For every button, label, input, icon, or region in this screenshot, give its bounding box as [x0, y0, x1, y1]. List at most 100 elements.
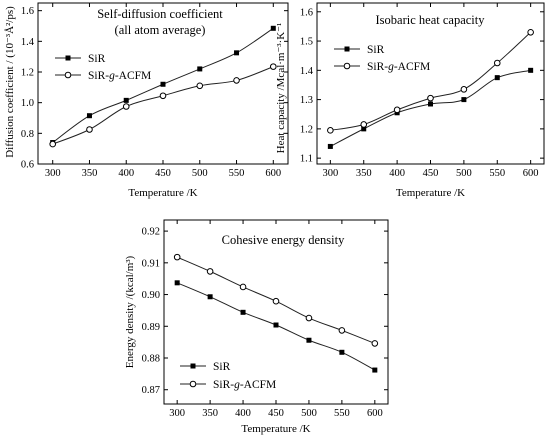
- legend-marker: [65, 55, 71, 61]
- data-point: [327, 143, 333, 149]
- x-tick-label: 350: [202, 408, 218, 419]
- y-tick-label: 1.6: [21, 6, 34, 17]
- data-point: [371, 340, 379, 347]
- y-tick-label: 0.87: [142, 385, 160, 396]
- data-point: [86, 113, 92, 119]
- data-point: [338, 327, 346, 334]
- legend-entry: SiR-g-ACFM: [334, 61, 430, 73]
- y-tick-label: 0.6: [21, 160, 34, 171]
- legend-entry: SiR: [180, 361, 231, 373]
- legend-marker: [343, 62, 351, 70]
- chart-panel-1: 300 350 400 450 500 550 600 0.6 0.8 1.0 1.2 1.4 1.6 T…: [4, 2, 289, 199]
- y-tick-label: 1.4: [21, 37, 35, 48]
- data-point: [233, 77, 240, 84]
- data-point: [122, 103, 130, 110]
- y-axis-title: Diffusion coefficient / (10⁻³Å²/ps): [4, 6, 16, 158]
- legend-label: SiR: [88, 53, 106, 65]
- y-axis-title: Heat capacity /Mcal·m⁻³·K⁻¹: [275, 23, 287, 154]
- x-tick-label: 300: [322, 168, 338, 179]
- data-point: [372, 367, 378, 373]
- data-point: [197, 66, 203, 72]
- data-point: [306, 337, 312, 343]
- data-point: [160, 81, 166, 87]
- x-tick-label: 500: [456, 168, 472, 179]
- x-axis-title: Temperature /K: [241, 423, 310, 435]
- series-SiR-g-ACFM: [49, 63, 277, 148]
- chart-title: Isobaric heat capacity: [376, 13, 486, 27]
- x-tick-label: 300: [169, 408, 185, 419]
- legend-text-part: SiR-: [88, 70, 109, 82]
- legend-text-part: -ACFM: [394, 61, 430, 73]
- legend-text-part: -ACFM: [115, 70, 151, 82]
- data-point: [173, 253, 181, 261]
- data-point: [207, 294, 213, 300]
- x-tick-label: 550: [229, 168, 245, 179]
- legend-entry: SiR-g-ACFM: [180, 379, 276, 391]
- data-point: [174, 280, 180, 286]
- x-axis-title: Temperature /K: [128, 187, 197, 199]
- legend-text-part: SiR-: [367, 61, 388, 73]
- x-tick-label: 550: [489, 168, 505, 179]
- legend-label: SiR: [213, 361, 231, 373]
- data-point: [428, 101, 433, 107]
- data-point: [528, 67, 534, 73]
- legend-label: SiR-g-ACFM: [88, 70, 151, 82]
- y-tick-label: 0.8: [21, 129, 34, 140]
- x-tick-label: 500: [301, 408, 317, 419]
- series-line: [52, 66, 274, 145]
- data-point: [269, 63, 277, 70]
- data-point: [361, 126, 367, 132]
- series-line: [330, 31, 531, 131]
- data-point: [86, 126, 93, 133]
- legend-marker: [344, 46, 350, 52]
- y-axis-title: Energy density /(kcal/m³): [124, 255, 136, 368]
- legend-marker: [189, 380, 197, 388]
- y-tick-label: 0.88: [142, 354, 160, 365]
- data-point: [305, 314, 313, 322]
- y-tick-label: 1.0: [21, 98, 34, 109]
- legend-entry: SiR: [55, 53, 106, 65]
- chart-title: Cohesive energy density: [222, 233, 345, 247]
- series-line: [330, 69, 531, 147]
- data-point: [494, 75, 500, 81]
- legend-text-part: -ACFM: [240, 379, 276, 391]
- legend-text-part: g: [109, 70, 115, 82]
- legend-entry: SiR-g-ACFM: [55, 70, 151, 82]
- data-point: [339, 349, 345, 355]
- legend-label: SiR-g-ACFM: [367, 61, 430, 73]
- legend-text-part: SiR-: [213, 379, 234, 391]
- data-point: [272, 297, 280, 305]
- data-point: [327, 127, 334, 134]
- data-point: [159, 92, 167, 100]
- data-point: [527, 28, 534, 36]
- data-point: [206, 268, 214, 275]
- y-tick-label: 1.2: [21, 68, 34, 79]
- x-tick-label: 450: [423, 168, 439, 179]
- x-tick-label: 600: [367, 408, 383, 419]
- y-tick-label: 1.3: [300, 95, 313, 106]
- data-point: [196, 82, 204, 90]
- x-tick-label: 600: [523, 168, 539, 179]
- series-SiR-g-ACFM: [327, 28, 534, 134]
- data-point: [239, 283, 247, 291]
- x-tick-label: 400: [235, 408, 251, 419]
- data-point: [234, 50, 240, 56]
- y-tick-label: 0.91: [142, 258, 160, 269]
- legend-marker: [190, 363, 196, 369]
- data-point: [273, 322, 279, 328]
- x-tick-label: 350: [356, 168, 372, 179]
- y-tick-label: 0.92: [142, 227, 160, 238]
- x-tick-label: 550: [334, 408, 350, 419]
- chart-panel-2: 300 350 400 450 500 550 600 1.1 1.2 1.3 1.4 1.5 1.6 T…: [275, 2, 545, 199]
- data-point: [493, 59, 501, 67]
- x-tick-label: 500: [192, 168, 208, 179]
- legend-label: SiR: [367, 44, 385, 56]
- y-tick-label: 0.90: [142, 290, 160, 301]
- data-point: [393, 106, 401, 114]
- legend-text-part: g: [388, 61, 394, 73]
- y-tick-label: 1.1: [300, 154, 313, 165]
- legend-marker: [64, 71, 72, 79]
- data-point: [460, 86, 468, 93]
- legend-label: SiR-g-ACFM: [213, 379, 276, 391]
